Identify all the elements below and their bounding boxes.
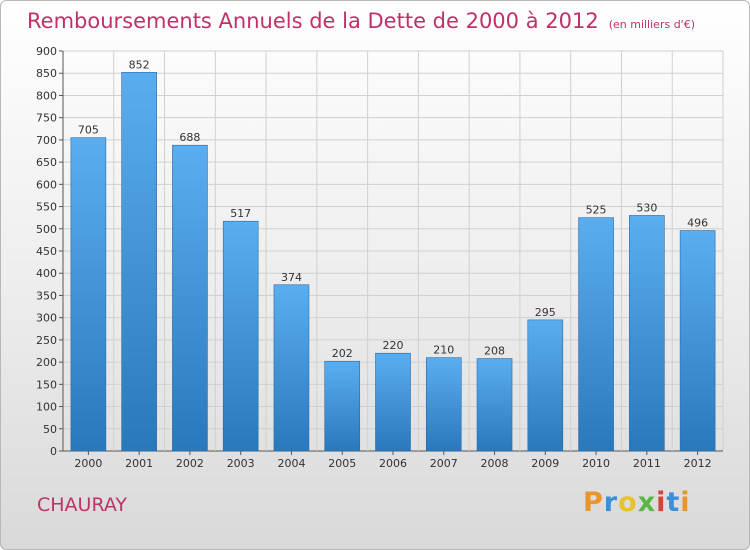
y-tick-label: 800 [36,89,57,102]
logo-letter: P [583,487,604,518]
x-tick-label: 2001 [125,457,153,470]
bar [172,144,208,452]
bar [578,217,614,452]
bar-value-label: 295 [535,306,556,319]
bar-value-label: 210 [433,344,454,357]
bar [222,220,259,452]
bar-value-label: 525 [586,204,607,217]
x-tick-label: 2011 [633,457,661,470]
y-tick-label: 550 [36,201,57,214]
y-tick-label: 750 [36,112,57,125]
bar-value-label: 852 [129,58,150,71]
y-tick-label: 850 [36,67,57,80]
y-tick-label: 350 [36,289,57,302]
bar [425,357,462,452]
chart-title: Remboursements Annuels de la Dette de 20… [27,9,695,33]
x-tick-label: 2008 [481,457,509,470]
logo-letter: i [656,487,667,518]
y-tick-label: 0 [50,445,57,458]
bar-value-label: 208 [484,345,505,358]
proxiti-logo: Proxiti [583,487,691,518]
x-tick-label: 2009 [531,457,559,470]
bar-value-label: 530 [636,201,657,214]
x-tick-label: 2010 [582,457,610,470]
y-tick-label: 300 [36,312,57,325]
bar-value-label: 374 [281,271,302,284]
bar [629,215,665,452]
bar-value-label: 688 [179,131,200,144]
bar-value-label: 202 [332,347,353,360]
x-tick-label: 2003 [227,457,255,470]
bar [273,284,310,452]
logo-letter: t [666,487,681,518]
y-tick-label: 250 [36,334,57,347]
x-tick-label: 2012 [684,457,712,470]
x-tick-label: 2005 [328,457,356,470]
logo-letter: i [680,487,691,518]
bar [324,360,361,452]
x-tick-label: 2000 [74,457,102,470]
x-tick-label: 2006 [379,457,407,470]
y-tick-label: 500 [36,223,57,236]
y-tick-label: 100 [36,401,57,414]
logo-letter: x [637,487,657,518]
bar-value-label: 705 [78,124,99,137]
y-tick-label: 700 [36,134,57,147]
y-tick-label: 400 [36,267,57,280]
chart-title-text: Remboursements Annuels de la Dette de 20… [27,9,599,33]
y-tick-label: 600 [36,178,57,191]
y-tick-label: 900 [36,45,57,58]
place-name: CHAURAY [37,494,128,516]
bar [476,358,513,452]
bar-value-label: 496 [687,217,708,230]
y-tick-label: 450 [36,245,57,258]
bar [679,230,716,452]
bar [121,72,157,452]
y-tick-label: 650 [36,156,57,169]
x-tick-label: 2002 [176,457,204,470]
bar [70,137,107,452]
y-tick-label: 200 [36,356,57,369]
unit-note: (en milliers d'€) [608,18,695,31]
bar [375,352,411,452]
logo-letter: o [618,487,638,518]
x-tick-label: 2007 [430,457,458,470]
y-tick-label: 50 [43,423,57,436]
bar [527,319,564,452]
bar-value-label: 220 [383,339,404,352]
x-tick-label: 2004 [277,457,305,470]
logo-letter: r [603,487,619,518]
y-tick-label: 150 [36,378,57,391]
bar-value-label: 517 [230,207,251,220]
